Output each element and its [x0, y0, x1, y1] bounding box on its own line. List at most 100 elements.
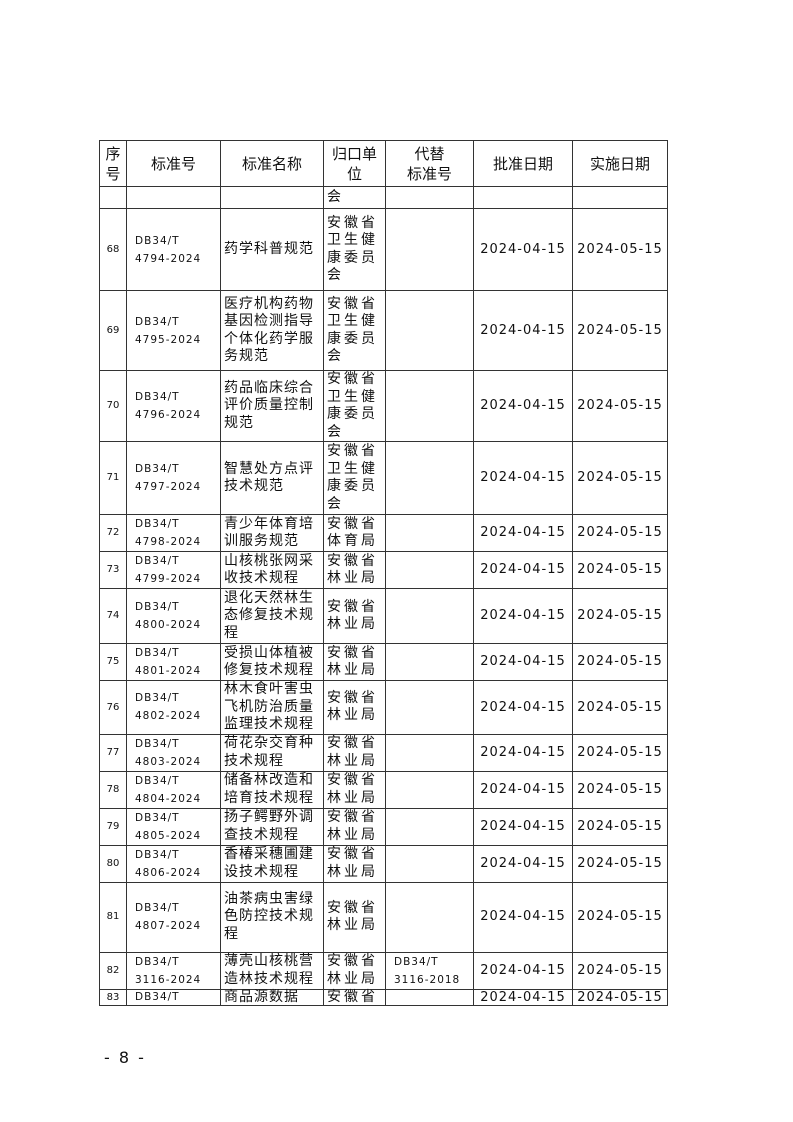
cell-approve-date: 2024-04-15	[473, 807, 573, 846]
cell-unit: 安徽省 林业局	[323, 770, 386, 809]
cell-unit: 安徽省 林业局	[323, 881, 386, 953]
cell-no: 71	[99, 441, 127, 515]
cell-unit: 安徽省 卫生健 康委员 会	[323, 370, 386, 442]
cell-implement-date: 2024-05-15	[572, 807, 668, 846]
cell-replaces	[385, 733, 474, 772]
cell-replaces	[385, 370, 474, 442]
cell-approve-date: 2024-04-15	[473, 208, 573, 291]
cell-code: DB34/T 4797-2024	[126, 441, 221, 515]
cell-code: DB34/T 4798-2024	[126, 514, 221, 552]
cell	[220, 186, 324, 209]
cell-no: 68	[99, 208, 127, 291]
table-row: 80 DB34/T 4806-2024 香椿采穗圃建 设技术规程 安徽省 林业局 202…	[99, 844, 668, 883]
cell-name: 受损山体植被 修复技术规程	[220, 643, 324, 681]
cell-no: 78	[99, 770, 127, 809]
cell-code: DB34/T 4806-2024	[126, 844, 221, 883]
cell-replaces	[385, 208, 474, 291]
cell-name: 药品临床综合 评价质量控制 规范	[220, 370, 324, 442]
table-row: 81 DB34/T 4807-2024 油茶病虫害绿 色防控技术规 程安徽省 林业局…	[99, 881, 668, 953]
table-row: 83 DB34/T 商品源数据 安徽省 2024-04-15 2024-05-15	[99, 988, 668, 1006]
cell-approve-date: 2024-04-15	[473, 881, 573, 953]
cell-approve-date: 2024-04-15	[473, 588, 573, 644]
cell-unit: 安徽省 林业局	[323, 951, 386, 990]
cell-approve-date: 2024-04-15	[473, 441, 573, 515]
cell-approve-date: 2024-04-15	[473, 514, 573, 552]
cell-replaces	[385, 643, 474, 681]
cell-name: 林木食叶害虫 飞机防治质量 监理技术规程	[220, 680, 324, 735]
header-approve-date: 批准日期	[473, 140, 573, 187]
cell-name: 薄壳山核桃营 造林技术规程	[220, 951, 324, 990]
table-row: 73 DB34/T 4799-2024 山核桃张网采 收技术规程 安徽省 林业局 202…	[99, 551, 668, 589]
cell-code: DB34/T 3116-2024	[126, 951, 221, 990]
cell-replaces	[385, 844, 474, 883]
cell-replaces	[385, 807, 474, 846]
cell-replaces	[385, 881, 474, 953]
cell-implement-date: 2024-05-15	[572, 770, 668, 809]
cell-code: DB34/T 4804-2024	[126, 770, 221, 809]
cell-no: 70	[99, 370, 127, 442]
cell-approve-date: 2024-04-15	[473, 951, 573, 990]
cell-implement-date: 2024-05-15	[572, 951, 668, 990]
table-row: 68 DB34/T 4794-2024 药学科普规范 安徽省 卫生健 康委员 会 202…	[99, 208, 668, 291]
cell-unit: 安徽省 卫生健 康委员 会	[323, 208, 386, 291]
cell-no: 73	[99, 551, 127, 589]
cell-name: 医疗机构药物 基因检测指导 个体化药学服 务规范	[220, 290, 324, 371]
cell-unit: 安徽省 卫生健 康委员 会	[323, 290, 386, 371]
cell-replaces	[385, 588, 474, 644]
cell-name: 储备林改造和 培育技术规程	[220, 770, 324, 809]
cell-name: 青少年体育培 训服务规范	[220, 514, 324, 552]
cell-code: DB34/T 4802-2024	[126, 680, 221, 735]
cell-no: 77	[99, 733, 127, 772]
table-row: 78 DB34/T 4804-2024 储备林改造和 培育技术规程 安徽省 林业局 20…	[99, 770, 668, 809]
cell-replaces	[385, 988, 474, 1006]
cell-unit: 安徽省 卫生健 康委员 会	[323, 441, 386, 515]
cell-name: 智慧处方点评 技术规范	[220, 441, 324, 515]
cell-name: 商品源数据	[220, 988, 324, 1006]
cell-implement-date: 2024-05-15	[572, 588, 668, 644]
cell-replaces	[385, 551, 474, 589]
table-row: 82 DB34/T 3116-2024 薄壳山核桃营 造林技术规程 安徽省 林业局 DB…	[99, 951, 668, 990]
table-row: 75 DB34/T 4801-2024 受损山体植被 修复技术规程 安徽省 林业局 20…	[99, 643, 668, 681]
cell-code: DB34/T 4800-2024	[126, 588, 221, 644]
cell-replaces	[385, 770, 474, 809]
cell-code: DB34/T 4805-2024	[126, 807, 221, 846]
cell-unit: 安徽省 林业局	[323, 844, 386, 883]
cell-implement-date: 2024-05-15	[572, 290, 668, 371]
cell-implement-date: 2024-05-15	[572, 844, 668, 883]
cell-code: DB34/T 4803-2024	[126, 733, 221, 772]
cell-approve-date: 2024-04-15	[473, 770, 573, 809]
cell-name: 扬子鳄野外调 查技术规程	[220, 807, 324, 846]
cell-approve-date: 2024-04-15	[473, 844, 573, 883]
header-replaces: 代替 标准号	[385, 140, 474, 187]
table-row: 69 DB34/T 4795-2024 医疗机构药物 基因检测指导 个体化药学服 务…	[99, 290, 668, 371]
cell-no: 79	[99, 807, 127, 846]
cell-replaces	[385, 441, 474, 515]
cell-code: DB34/T 4794-2024	[126, 208, 221, 291]
table-row: 70 DB34/T 4796-2024 药品临床综合 评价质量控制 规范 安徽省 卫生…	[99, 370, 668, 442]
cell-implement-date: 2024-05-15	[572, 680, 668, 735]
cell-implement-date: 2024-05-15	[572, 643, 668, 681]
cell-approve-date: 2024-04-15	[473, 680, 573, 735]
cell-implement-date: 2024-05-15	[572, 441, 668, 515]
cell-code: DB34/T	[126, 988, 221, 1006]
cell	[126, 186, 221, 209]
cell-no: 80	[99, 844, 127, 883]
standards-table: 序 号 标准号 标准名称 归口单 位 代替 标准号 批准日期 实施日期 会 68…	[99, 140, 668, 1006]
header-row: 序 号 标准号 标准名称 归口单 位 代替 标准号 批准日期 实施日期	[99, 140, 668, 187]
header-unit: 归口单 位	[323, 140, 386, 187]
cell-code: DB34/T 4796-2024	[126, 370, 221, 442]
cell-unit: 安徽省 林业局	[323, 551, 386, 589]
cell-implement-date: 2024-05-15	[572, 208, 668, 291]
cell-no: 81	[99, 881, 127, 953]
table-row: 74 DB34/T 4800-2024 退化天然林生 态修复技术规 程安徽省 林业局…	[99, 588, 668, 644]
continuation-row: 会	[99, 186, 668, 209]
cell-implement-date: 2024-05-15	[572, 514, 668, 552]
cell-approve-date: 2024-04-15	[473, 988, 573, 1006]
cell-code: DB34/T 4799-2024	[126, 551, 221, 589]
page-number: - 8 -	[104, 1048, 146, 1067]
cell-no: 74	[99, 588, 127, 644]
cell-unit: 安徽省 林业局	[323, 733, 386, 772]
cell-implement-date: 2024-05-15	[572, 551, 668, 589]
cell-no: 69	[99, 290, 127, 371]
table-row: 76 DB34/T 4802-2024 林木食叶害虫 飞机防治质量 监理技术规程 安徽…	[99, 680, 668, 735]
